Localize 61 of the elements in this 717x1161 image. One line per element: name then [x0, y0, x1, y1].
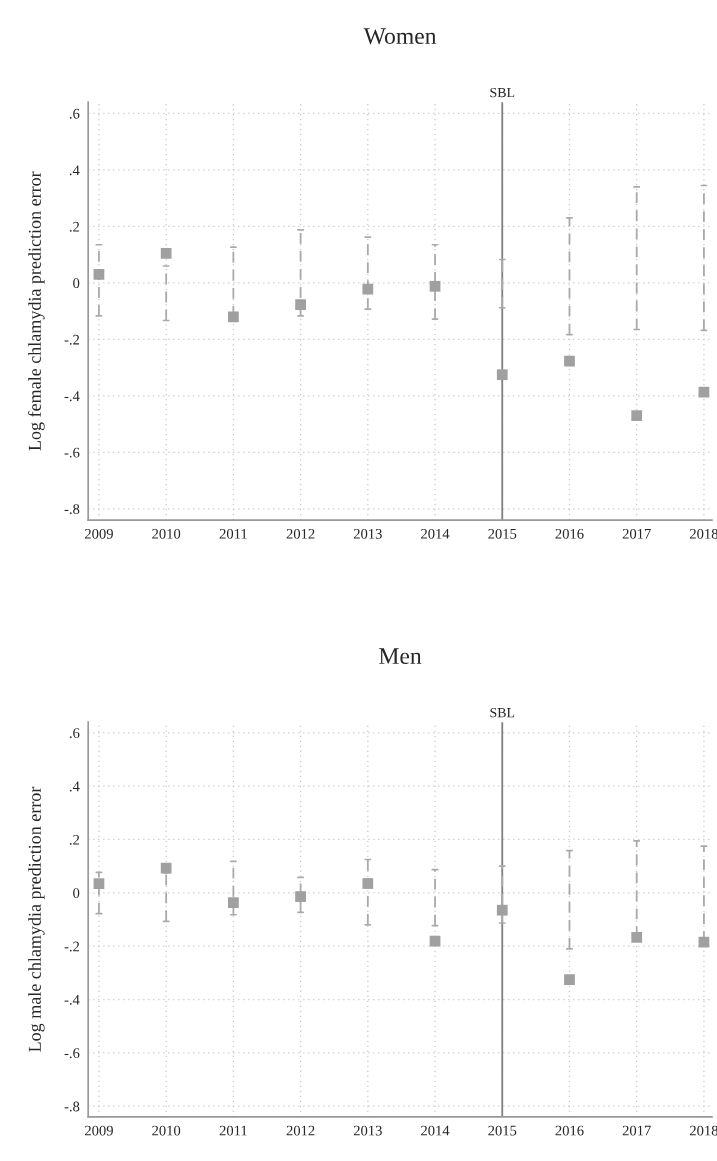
point	[564, 974, 575, 985]
x-tick-label: 2011	[219, 528, 247, 539]
y-tick-label: -.8	[64, 504, 80, 515]
x-tick-label: 2010	[152, 1125, 181, 1136]
point	[228, 897, 239, 909]
ref-line-label: SBL	[490, 87, 515, 98]
point	[429, 280, 441, 292]
x-tick-label: 2016	[555, 528, 584, 539]
y-tick-label: -.6	[64, 1048, 80, 1059]
point	[496, 904, 508, 916]
x-tick-label: 2014	[421, 528, 450, 539]
x-tick-label: 2013	[353, 528, 382, 539]
x-tick-label: 2012	[286, 1125, 315, 1136]
point	[295, 299, 306, 311]
chart-title: Women	[363, 28, 437, 45]
y-tick-label: .4	[69, 781, 80, 792]
x-tick-label: 2018	[689, 528, 717, 539]
x-tick-label: 2009	[85, 528, 113, 539]
y-tick-label: 0	[73, 278, 80, 289]
x-tick-label: 2014	[421, 1125, 450, 1136]
point	[362, 283, 374, 295]
y-tick-label: .4	[69, 165, 80, 176]
point	[698, 936, 710, 948]
y-tick-label: -.8	[64, 1101, 80, 1112]
point	[631, 410, 643, 422]
ref-line-label: SBL	[490, 708, 515, 718]
point	[362, 878, 374, 889]
x-tick-label: 2013	[353, 1125, 382, 1136]
y-tick-label: .6	[69, 108, 80, 119]
point	[564, 355, 575, 367]
point	[698, 386, 710, 398]
x-tick-label: 2018	[689, 1125, 717, 1136]
x-tick-label: 2009	[85, 1125, 113, 1136]
x-tick-label: 2015	[488, 528, 517, 539]
y-tick-label: -.4	[64, 994, 80, 1005]
y-tick-label: .6	[69, 728, 80, 739]
y-tick-label: .2	[69, 834, 80, 845]
y-tick-label: -.2	[64, 334, 80, 345]
point	[93, 878, 105, 889]
point	[496, 369, 508, 381]
y-axis-title: Log male chlamydia prediction error	[28, 786, 45, 1052]
x-tick-label: 2010	[152, 528, 181, 539]
point	[160, 862, 172, 874]
x-tick-label: 2017	[622, 528, 651, 539]
y-axis-title: Log female chlamydia prediction error	[28, 171, 45, 451]
point	[93, 269, 105, 280]
y-tick-label: -.4	[64, 391, 80, 402]
point	[228, 311, 239, 323]
x-tick-label: 2012	[286, 528, 315, 539]
y-tick-label: .2	[69, 221, 80, 232]
point	[631, 932, 643, 943]
point	[295, 891, 306, 902]
x-tick-label: 2015	[488, 1125, 517, 1136]
y-tick-label: -.6	[64, 447, 80, 458]
chart-title: Men	[379, 648, 422, 665]
y-tick-label: 0	[73, 888, 80, 899]
x-tick-label: 2017	[622, 1125, 651, 1136]
x-tick-label: 2016	[555, 1125, 584, 1136]
x-tick-label: 2011	[219, 1125, 247, 1136]
y-tick-label: -.2	[64, 941, 80, 952]
point	[160, 247, 172, 259]
